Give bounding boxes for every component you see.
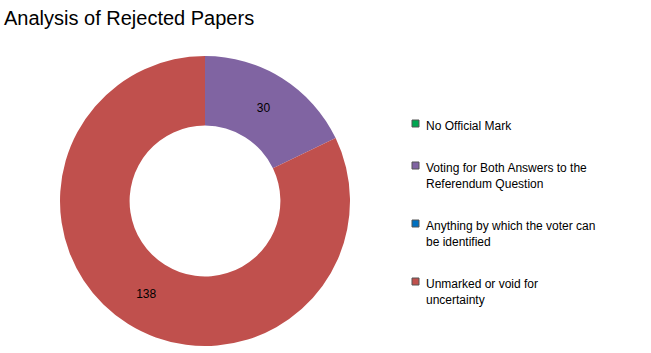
svg-text:Voting for Both Answers to the: Voting for Both Answers to theReferendum… bbox=[426, 161, 587, 191]
svg-text:Anything by which the voter ca: Anything by which the voter canbe identi… bbox=[426, 219, 595, 249]
svg-text:Unmarked or void foruncertaint: Unmarked or void foruncertainty bbox=[426, 277, 538, 307]
svg-text:Analysis of Rejected Papers: Analysis of Rejected Papers bbox=[4, 7, 254, 29]
svg-text:30: 30 bbox=[257, 101, 271, 115]
svg-text:No Official Mark: No Official Mark bbox=[426, 119, 512, 133]
svg-text:138: 138 bbox=[136, 287, 156, 301]
